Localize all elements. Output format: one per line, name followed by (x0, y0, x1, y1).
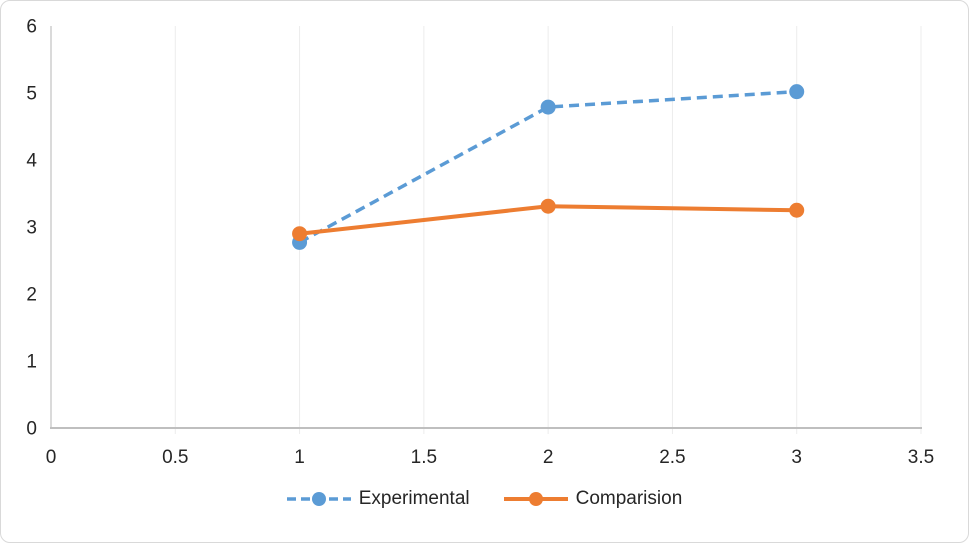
legend-item-comparision: Comparision (503, 488, 683, 509)
data-point-experimental-x2 (540, 99, 556, 115)
x-axis-tick-label-1: 1 (294, 447, 305, 468)
y-axis-tick-label-1: 1 (26, 352, 37, 373)
legend-label-experimental: Experimental (358, 488, 470, 509)
legend-line-sample-experimental (286, 491, 351, 506)
y-axis-tick-label-5: 5 (26, 84, 37, 105)
x-axis-tick-label-2: 2 (543, 447, 554, 468)
x-axis-tick-label-3: 3 (791, 447, 802, 468)
x-axis-tick-label-3.5: 3.5 (908, 447, 934, 468)
x-axis-tick-label-2.5: 2.5 (659, 447, 685, 468)
y-axis-tick-label-2: 2 (26, 285, 37, 306)
legend-item-experimental: Experimental (286, 488, 470, 509)
legend-marker-comparision-icon (528, 491, 543, 506)
x-axis-tick-label-1.5: 1.5 (411, 447, 437, 468)
data-point-comparision-x2 (540, 198, 556, 214)
chart-legend: Experimental Comparision (1, 489, 968, 508)
legend-label-comparision: Comparision (575, 488, 683, 509)
legend-marker-experimental-icon (311, 491, 326, 506)
legend-line-sample-comparision (503, 491, 568, 506)
x-axis-tick-label-0.5: 0.5 (162, 447, 188, 468)
y-axis-tick-label-6: 6 (26, 17, 37, 38)
data-point-comparision-x1 (292, 226, 308, 242)
y-axis-tick-label-4: 4 (26, 151, 37, 172)
y-axis-tick-label-0: 0 (26, 419, 37, 440)
x-axis-tick-label-0: 0 (46, 447, 57, 468)
line-chart-plot-area: 0 1 2 3 4 5 6 0 0.5 1 1.5 2 2.5 3 3.5 (26, 17, 934, 469)
data-point-experimental-x3 (789, 84, 805, 100)
data-point-comparision-x3 (789, 202, 805, 218)
y-axis-tick-label-3: 3 (26, 218, 37, 239)
series-line-experimental (298, 89, 797, 244)
